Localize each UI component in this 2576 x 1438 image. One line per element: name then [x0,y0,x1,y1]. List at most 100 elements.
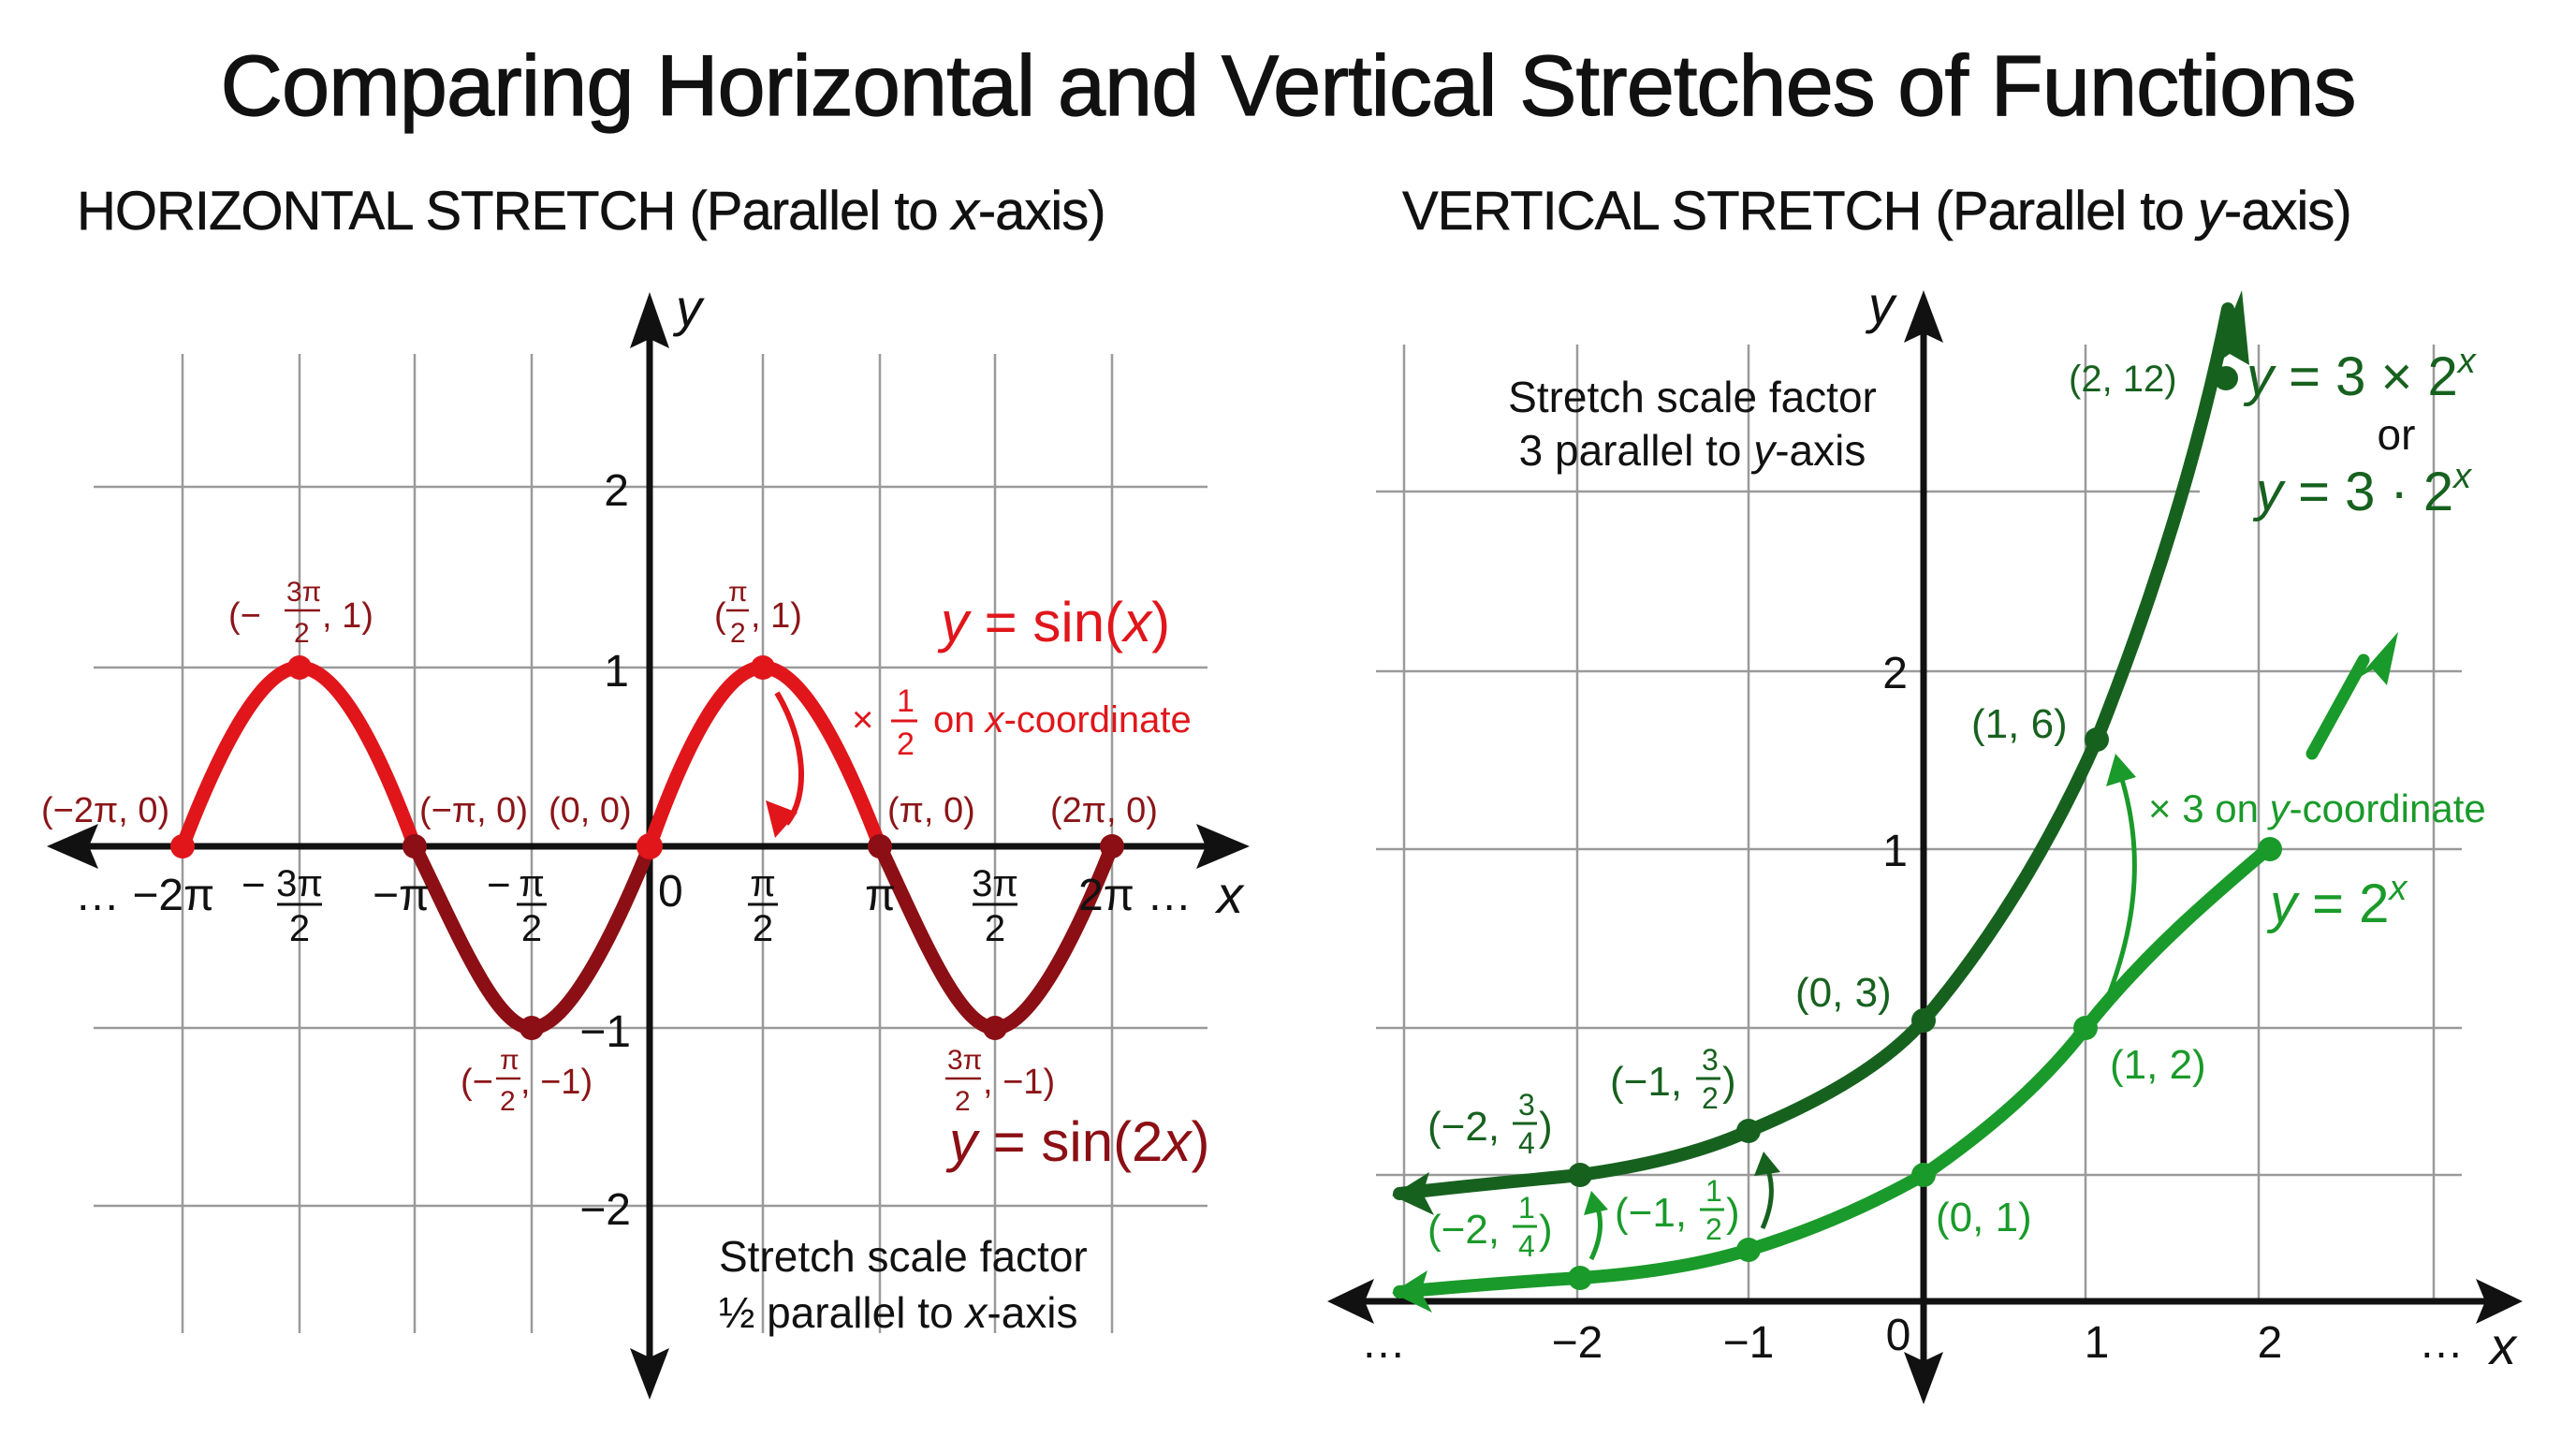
label-pi2-max-den: 2 [730,618,746,649]
label-n2-34-a: (−2, [1427,1104,1500,1150]
left-x-ticks: … −2π − 3π 2 −π − π 2 0 π 2 π 3π 2 2π … [75,862,1192,949]
right-heading-prefix: VERTICAL STRETCH (Parallel to [1402,181,2198,242]
label-n1-12-b: ) [1726,1190,1740,1236]
right-xtick-2: 2 [2258,1318,2283,1368]
label-1-6: (1, 6) [1971,701,2068,747]
right-y-axis-label: y [1865,275,1897,334]
label-n1-12-num: 1 [1705,1174,1722,1208]
halving-arrow-head [766,800,798,838]
label-n1-32-a: (−1, [1610,1059,1682,1105]
left-y-axis-arrow-up [630,292,669,348]
xtick-pi2-num: π [750,863,776,904]
point-1-6 [2085,727,2109,752]
point-neg2pi [170,834,195,858]
right-ytick-2: 2 [1882,649,1908,698]
label-pi2-max-a: ( [714,596,726,636]
right-point-labels: (1, 6) (0, 3) (1, 2) (0, 1) (−1, 3 2 ) (… [1427,701,2206,1263]
xtick-negpi: −π [373,871,430,920]
label-1-2: (1, 2) [2110,1042,2206,1088]
xtick-negpi2-den: 2 [521,908,542,949]
exp-base-arrow-left [1392,1270,1432,1313]
label-neg3pi2-max-a: (− [228,596,261,636]
label-3pi2-min-b: , −1) [983,1063,1055,1102]
left-heading-prefix: HORIZONTAL STRETCH (Parallel to [77,181,952,242]
left-heading-var: x [951,181,980,242]
point-0-1 [1911,1163,1936,1187]
label-neg3pi2-max-b: , 1) [322,596,373,636]
xtick-neg3pi2-den: 2 [289,908,310,949]
point-n1-32 [1736,1119,1761,1143]
left-panel-heading: HORIZONTAL STRETCH (Parallel to x-axis) [77,180,1106,242]
point-2pi [1100,834,1124,858]
left-y-axis-label: y [672,278,705,337]
label-2pi: (2π, 0) [1050,791,1158,830]
left-x-axis-label: x [1214,865,1245,924]
left-graph: y x 2 1 −1 −2 … −2π − 3π 2 −π − π 2 0 π … [41,278,1250,1400]
xtick-3pi2-num: 3π [972,863,1018,904]
left-x-axis-arrow-left [47,824,98,869]
xtick-neg3pi2-num: 3π [276,863,323,904]
right-x-axis-arrow-left [1327,1279,1374,1324]
sin-2x-label: y = sin(2x) [945,1110,1209,1173]
label-n1-32-b: ) [1722,1059,1736,1105]
xtick-neg3pi2-minus: − [242,862,266,908]
point-n2-14 [1568,1266,1592,1290]
label-negpi: (−π, 0) [419,791,528,830]
label-3pi2-min-den: 2 [955,1086,971,1117]
point-n1-12 [1736,1238,1761,1262]
point-1-2 [2073,1016,2098,1040]
right-y-axis-arrow-down [1904,1352,1943,1404]
point-0-3 [1911,1008,1936,1033]
label-n2-34-den: 4 [1518,1126,1535,1160]
right-xtick-neg2: −2 [1552,1318,1603,1368]
label-n2-14-den: 4 [1518,1229,1535,1263]
xtick-negpi2-minus: − [487,862,511,908]
right-heading-suffix: -axis) [2223,181,2352,242]
left-ytick-neg1: −1 [579,1007,631,1057]
or-label: or [2378,410,2416,459]
page-title: Comparing Horizontal and Vertical Stretc… [220,37,2357,134]
left-x-axis-arrow-right [1196,824,1250,869]
label-n2-14-num: 1 [1518,1191,1535,1225]
right-x-axis-arrow-right [2476,1279,2523,1324]
xtick-2pi: 2π … [1078,871,1192,920]
left-heading-suffix: -axis) [977,181,1106,242]
exp-base-arrow-up [2357,632,2398,685]
right-heading-var: y [2197,181,2226,242]
right-xtick-1: 1 [2085,1318,2110,1368]
xtick-pi: π [865,871,896,920]
label-0-3: (0, 3) [1795,970,1892,1016]
xtick-pi2-den: 2 [753,908,773,949]
exp-stretched-arrow-up [2211,290,2249,367]
stretch-arrow-n1-head [1754,1152,1780,1176]
right-x-axis-label: x [2487,1316,2518,1375]
label-n2-34-b: ) [1539,1104,1553,1150]
label-n2-14-b: ) [1539,1207,1553,1253]
halving-num: 1 [897,683,915,719]
label-origin: (0, 0) [549,791,632,830]
label-pi: (π, 0) [887,791,975,830]
right-note-line1: Stretch scale factor [1508,373,1877,421]
point-2-4 [2258,837,2282,861]
exp-base-extension [2305,653,2370,760]
point-pi [868,834,892,858]
point-3pi2-min [983,1016,1007,1040]
halving-den: 2 [897,726,915,762]
right-panel-heading: VERTICAL STRETCH (Parallel to y-axis) [1402,180,2352,242]
label-negpi2-min-num: π [500,1045,520,1076]
xtick-neg2pi: … −2π [75,871,214,920]
xtick-3pi2-den: 2 [985,908,1005,949]
left-ytick-neg2: −2 [579,1185,631,1235]
left-ytick-2: 2 [604,466,629,516]
point-neg3pi2-max [287,655,312,680]
label-n2-14-a: (−2, [1427,1207,1500,1253]
right-x-ticks: … −2 −1 0 1 2 … [1361,1311,2464,1368]
left-note-line1: Stretch scale factor [719,1232,1088,1281]
label-pi2-max-num: π [728,577,748,608]
label-n2-34-num: 3 [1518,1088,1535,1122]
label-3pi2-min-num: 3π [947,1045,982,1076]
label-negpi2-min-den: 2 [500,1086,516,1117]
label-0-1: (0, 1) [1936,1195,2032,1240]
label-negpi2-min-b: , −1) [520,1063,593,1102]
